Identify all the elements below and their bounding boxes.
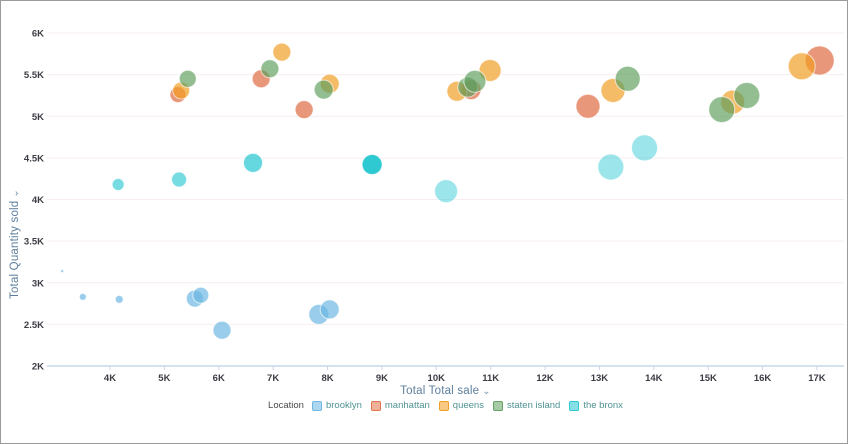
x-tick-label: 16K xyxy=(754,373,772,384)
bubble-the-bronx[interactable] xyxy=(243,152,264,173)
legend-label: queens xyxy=(452,400,484,411)
bubble-manhattan[interactable] xyxy=(294,100,314,120)
legend-swatch xyxy=(438,400,449,411)
x-tick-label: 15K xyxy=(699,373,717,384)
legend-swatch xyxy=(569,400,580,411)
bubble-the-bronx[interactable] xyxy=(434,179,459,204)
legend-title: Location xyxy=(268,400,304,411)
bubble-the-bronx[interactable] xyxy=(111,178,125,192)
x-tick-label: 8K xyxy=(321,373,333,384)
legend-label: brooklyn xyxy=(325,400,362,411)
y-tick-label: 5.5K xyxy=(24,70,44,81)
y-tick-label: 2.5K xyxy=(24,320,44,331)
y-tick-label: 3.5K xyxy=(24,237,44,248)
legend-swatch xyxy=(492,400,503,411)
y-tick-label: 3K xyxy=(32,278,44,289)
x-tick-label: 17K xyxy=(808,373,826,384)
y-tick-label: 4K xyxy=(32,195,44,206)
x-tick-label: 5K xyxy=(158,373,170,384)
bubble-staten-island[interactable] xyxy=(313,79,334,100)
y-axis-title-label: Total Quantity sold xyxy=(9,200,21,299)
bubble-queens[interactable] xyxy=(272,42,292,62)
y-tick-label: 2K xyxy=(32,362,44,373)
bubble-brooklyn[interactable] xyxy=(78,292,87,301)
legend-label: staten island xyxy=(506,400,561,411)
legend-item-brooklyn[interactable]: brooklyn xyxy=(311,400,362,411)
chevron-down-icon[interactable]: ⌄ xyxy=(482,386,491,397)
bubble-the-bronx[interactable] xyxy=(631,134,659,162)
x-tick-label: 4K xyxy=(104,373,116,384)
bubble-brooklyn[interactable] xyxy=(319,299,340,320)
legend-item-manhattan[interactable]: manhattan xyxy=(370,400,430,411)
bubble-staten-island[interactable] xyxy=(708,96,736,124)
chevron-down-icon[interactable]: ⌄ xyxy=(10,189,21,198)
bubble-the-bronx[interactable] xyxy=(171,171,188,188)
bubble-staten-island[interactable] xyxy=(178,69,197,88)
legend-label: the bronx xyxy=(583,400,623,411)
bubble-staten-island[interactable] xyxy=(260,59,280,79)
bubble-queens[interactable] xyxy=(787,52,816,81)
x-tick-label: 6K xyxy=(213,373,225,384)
legend: Location brooklyn manhattan queens staten i… xyxy=(47,400,844,411)
bubble-staten-island[interactable] xyxy=(614,65,641,92)
legend-item-staten-island[interactable]: staten island xyxy=(492,400,561,411)
x-axis-title-label: Total Total sale xyxy=(400,385,480,397)
y-tick-label: 4.5K xyxy=(24,153,44,164)
x-tick-label: 13K xyxy=(591,373,609,384)
legend-swatch xyxy=(370,400,381,411)
bubble-manhattan[interactable] xyxy=(575,93,601,119)
bubble-brooklyn[interactable] xyxy=(192,286,210,304)
legend-item-queens[interactable]: queens xyxy=(438,400,484,411)
y-axis-title[interactable]: Total Quantity sold ⌄ xyxy=(9,189,21,299)
bubble-staten-island[interactable] xyxy=(733,81,761,109)
x-tick-label: 12K xyxy=(536,373,554,384)
legend-label: manhattan xyxy=(384,400,430,411)
x-tick-label: 11K xyxy=(482,373,499,384)
bubble-the-bronx[interactable] xyxy=(361,154,383,176)
bubble-brooklyn[interactable] xyxy=(60,269,65,274)
bubble-the-bronx[interactable] xyxy=(597,153,625,181)
bubble-staten-island[interactable] xyxy=(463,69,487,93)
x-tick-label: 9K xyxy=(376,373,388,384)
y-tick-label: 5K xyxy=(32,112,44,123)
bubble-brooklyn[interactable] xyxy=(212,320,232,340)
x-tick-label: 7K xyxy=(267,373,279,384)
y-tick-label: 6K xyxy=(32,29,44,40)
x-axis-title[interactable]: Total Total sale ⌄ xyxy=(47,385,844,397)
legend-swatch xyxy=(311,400,322,411)
bubble-brooklyn[interactable] xyxy=(114,294,124,304)
x-tick-label: 10K xyxy=(428,373,446,384)
x-tick-label: 14K xyxy=(645,373,663,384)
legend-item-the-bronx[interactable]: the bronx xyxy=(569,400,623,411)
